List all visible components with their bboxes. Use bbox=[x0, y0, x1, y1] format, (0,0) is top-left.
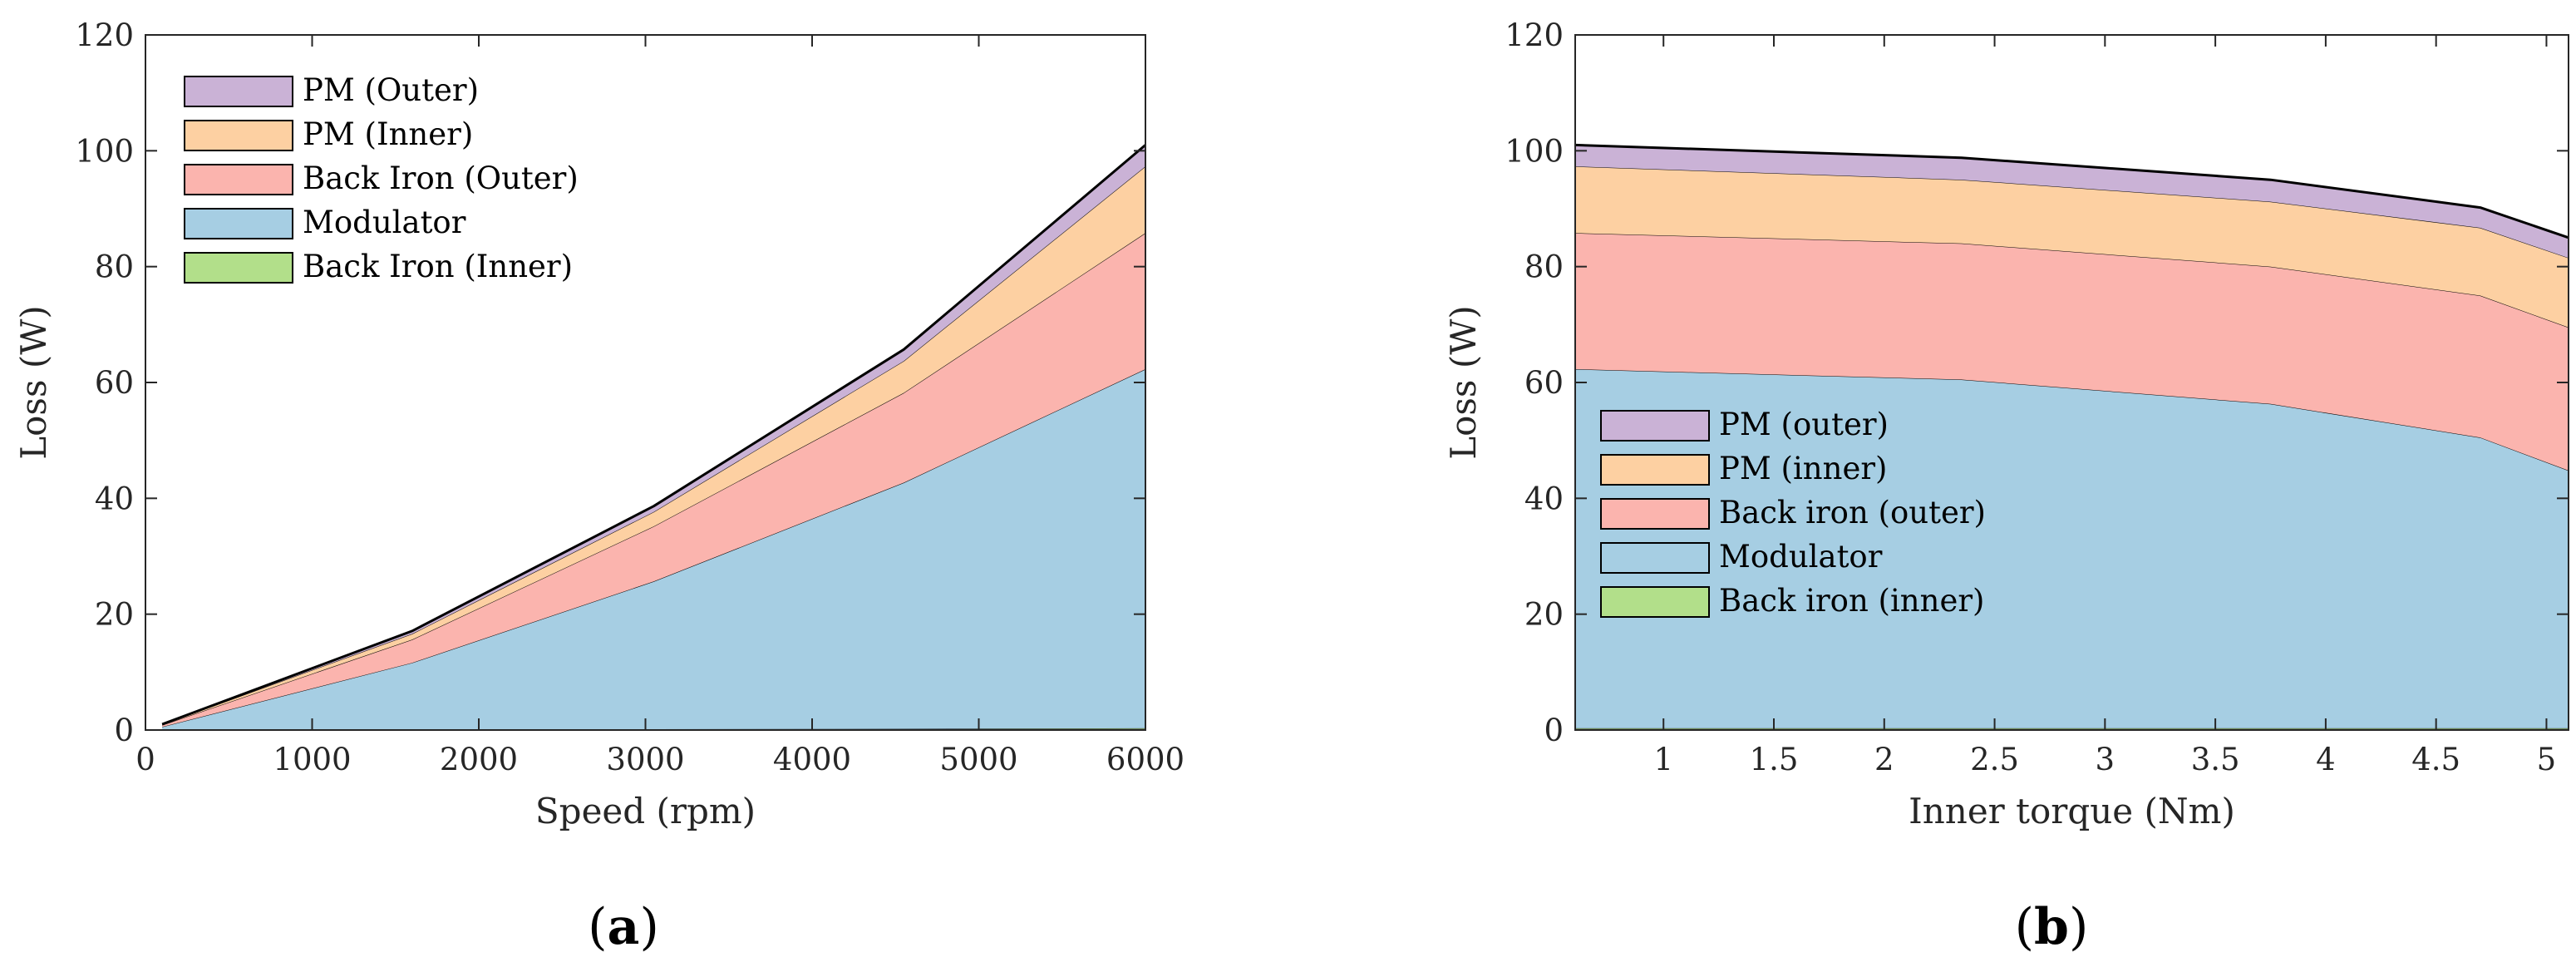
x-tick-label: 1.5 bbox=[1750, 742, 1799, 777]
x-tick-label: 2 bbox=[1874, 742, 1894, 777]
area-pm-inner bbox=[1575, 166, 2569, 328]
x-tick-label: 2000 bbox=[440, 742, 518, 777]
y-tick-label: 0 bbox=[114, 713, 134, 748]
y-tick-label: 40 bbox=[1524, 481, 1564, 516]
y-tick-label: 80 bbox=[95, 249, 134, 285]
legend: PM (outer) PM (inner) Back iron (outer) Mod… bbox=[1600, 407, 1986, 619]
x-axis-title: Inner torque (Nm) bbox=[1909, 791, 2235, 831]
legend-label: PM (Inner) bbox=[303, 116, 473, 152]
x-tick-label: 5000 bbox=[939, 742, 1017, 777]
area-modulator bbox=[162, 369, 1146, 730]
legend-label: Modulator bbox=[1719, 539, 1883, 575]
legend-swatch bbox=[184, 120, 293, 151]
legend-label: PM (inner) bbox=[1719, 451, 1888, 486]
legend-swatch bbox=[1600, 586, 1710, 618]
panel-letter: b bbox=[2034, 898, 2069, 956]
y-axis-title: Loss (W) bbox=[1443, 305, 1484, 460]
chart-b: 0 20 40 60 80 100 120 1 1.5 2 2.5 3 3.5 4 4.5 5 Inner to… bbox=[1443, 17, 2569, 956]
legend-swatch bbox=[1600, 454, 1710, 486]
area-back-iron-outer bbox=[1575, 233, 2569, 471]
panel-letter: a bbox=[608, 898, 640, 956]
panel-label: (a) bbox=[588, 898, 659, 956]
x-tick-label: 0 bbox=[135, 742, 155, 777]
legend-label: PM (Outer) bbox=[303, 72, 479, 108]
x-tick-label: 1 bbox=[1653, 742, 1673, 777]
legend-label: Modulator bbox=[303, 205, 466, 240]
legend-swatch bbox=[1600, 542, 1710, 574]
chart-a: 0 20 40 60 80 100 120 0 1000 2000 3000 4000 5000 6000… bbox=[13, 17, 1185, 956]
y-tick-label: 80 bbox=[1524, 249, 1564, 285]
x-tick-label: 2.5 bbox=[1970, 742, 2019, 777]
x-tick-label: 4000 bbox=[773, 742, 851, 777]
legend-swatch bbox=[1600, 498, 1710, 530]
y-tick-label: 0 bbox=[1544, 713, 1564, 748]
x-axis-title: Speed (rpm) bbox=[535, 791, 756, 831]
x-tick-label: 3.5 bbox=[2191, 742, 2240, 777]
series-line-pm-outer bbox=[1574, 143, 2569, 239]
legend-swatch bbox=[184, 252, 293, 284]
legend-swatch bbox=[184, 208, 293, 239]
legend-swatch bbox=[184, 164, 293, 195]
legend-label: Back Iron (Outer) bbox=[303, 160, 579, 196]
y-tick-label: 60 bbox=[95, 365, 134, 401]
x-tick-label: 3 bbox=[2096, 742, 2115, 777]
x-tick-label: 5 bbox=[2537, 742, 2557, 777]
x-tick-label: 3000 bbox=[606, 742, 684, 777]
x-tick-label: 6000 bbox=[1106, 742, 1185, 777]
legend-label: Back Iron (Inner) bbox=[303, 249, 573, 284]
y-tick-label: 20 bbox=[1524, 597, 1564, 633]
y-tick-label: 60 bbox=[1524, 365, 1564, 401]
y-tick-label: 20 bbox=[95, 597, 134, 633]
series-line-pm-outer bbox=[161, 144, 1146, 726]
legend-swatch bbox=[184, 76, 293, 107]
y-tick-label: 120 bbox=[1505, 17, 1564, 53]
legend-swatch bbox=[1600, 410, 1710, 442]
x-tick-label: 4.5 bbox=[2411, 742, 2460, 777]
legend-label: PM (outer) bbox=[1719, 407, 1889, 442]
area-modulator bbox=[1575, 369, 2569, 728]
legend-label: Back iron (outer) bbox=[1719, 495, 1986, 530]
y-axis-title: Loss (W) bbox=[13, 305, 54, 460]
panel-label: (b) bbox=[2015, 898, 2089, 956]
legend: PM (Outer) PM (Inner) Back Iron (Outer) Mod… bbox=[184, 72, 579, 284]
y-tick-label: 100 bbox=[1505, 133, 1564, 169]
legend-label: Back iron (inner) bbox=[1719, 583, 1985, 619]
area-pm-outer bbox=[1575, 145, 2569, 259]
x-tick-label: 4 bbox=[2316, 742, 2336, 777]
x-tick-label: 1000 bbox=[273, 742, 351, 777]
y-tick-label: 100 bbox=[75, 133, 134, 169]
y-tick-label: 40 bbox=[95, 481, 134, 516]
y-tick-label: 120 bbox=[75, 17, 134, 53]
